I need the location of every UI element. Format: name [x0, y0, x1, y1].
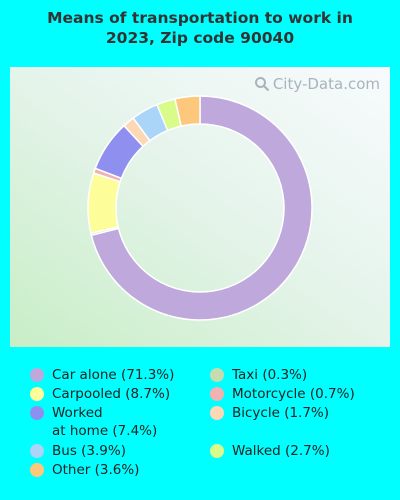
slice-carpooled [87, 172, 122, 235]
watermark: City-Data.com [254, 75, 380, 93]
chart-title-line-2: 2023, Zip code 90040 [105, 29, 295, 47]
legend-label-walked: Walked (2.7%) [232, 443, 330, 459]
chart-title-line-1: Means of transportation to work in [47, 9, 353, 27]
legend-item-walked: Walked (2.7%) [210, 442, 330, 460]
legend-label-carpooled: Carpooled (8.7%) [52, 386, 171, 402]
legend-label-bicycle: Bicycle (1.7%) [232, 405, 330, 421]
chart-title: Means of transportation to work in 2023,… [0, 8, 400, 48]
magnifier-icon [254, 77, 270, 92]
legend-swatch-bus [30, 444, 44, 458]
legend-label-other: Other (3.6%) [52, 462, 140, 478]
legend-swatch-bicycle [210, 406, 224, 420]
legend-label-car-alone: Car alone (71.3%) [52, 367, 175, 383]
legend-label-worked-at-home: Worked at home (7.4%) [52, 405, 158, 439]
legend-item-other: Other (3.6%) [30, 461, 139, 479]
legend-label-bus: Bus (3.9%) [52, 443, 126, 459]
chart-area: City-Data.com [10, 67, 390, 347]
legend-swatch-taxi [210, 368, 224, 382]
slice-car-alone [90, 95, 313, 321]
legend-item-car-alone: Car alone (71.3%) [30, 366, 174, 384]
legend-swatch-walked [210, 444, 224, 458]
watermark-text: City-Data.com [272, 75, 380, 93]
legend-item-worked-at-home: Worked at home (7.4%) [30, 404, 157, 440]
legend-item-taxi: Taxi (0.3%) [210, 366, 307, 384]
legend-swatch-car-alone [30, 368, 44, 382]
legend-item-bus: Bus (3.9%) [30, 442, 126, 460]
legend-label-motorcycle: Motorcycle (0.7%) [232, 386, 355, 402]
legend-swatch-other [30, 463, 44, 477]
legend-swatch-worked-at-home [30, 406, 44, 420]
legend-item-motorcycle: Motorcycle (0.7%) [210, 385, 355, 403]
legend-label-taxi: Taxi (0.3%) [232, 367, 308, 383]
legend-swatch-motorcycle [210, 387, 224, 401]
legend-item-bicycle: Bicycle (1.7%) [210, 404, 329, 422]
donut-chart [87, 95, 313, 321]
slice-other [174, 95, 201, 128]
legend-item-carpooled: Carpooled (8.7%) [30, 385, 170, 403]
legend-swatch-carpooled [30, 387, 44, 401]
